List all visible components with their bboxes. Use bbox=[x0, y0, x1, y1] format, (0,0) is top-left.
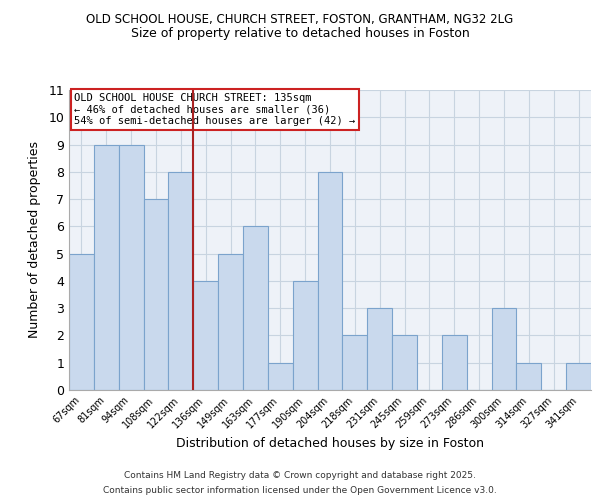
Bar bbox=[268, 362, 293, 390]
Bar bbox=[69, 254, 94, 390]
Bar bbox=[169, 172, 193, 390]
Text: Size of property relative to detached houses in Foston: Size of property relative to detached ho… bbox=[131, 28, 469, 40]
Text: Contains HM Land Registry data © Crown copyright and database right 2025.: Contains HM Land Registry data © Crown c… bbox=[124, 471, 476, 480]
X-axis label: Distribution of detached houses by size in Foston: Distribution of detached houses by size … bbox=[176, 436, 484, 450]
Text: Contains public sector information licensed under the Open Government Licence v3: Contains public sector information licen… bbox=[103, 486, 497, 495]
Bar bbox=[343, 336, 367, 390]
Text: OLD SCHOOL HOUSE, CHURCH STREET, FOSTON, GRANTHAM, NG32 2LG: OLD SCHOOL HOUSE, CHURCH STREET, FOSTON,… bbox=[86, 12, 514, 26]
Bar bbox=[243, 226, 268, 390]
Bar bbox=[392, 336, 417, 390]
Bar bbox=[491, 308, 517, 390]
Y-axis label: Number of detached properties: Number of detached properties bbox=[28, 142, 41, 338]
Text: OLD SCHOOL HOUSE CHURCH STREET: 135sqm
← 46% of detached houses are smaller (36): OLD SCHOOL HOUSE CHURCH STREET: 135sqm ←… bbox=[74, 93, 355, 126]
Bar bbox=[94, 144, 119, 390]
Bar bbox=[193, 281, 218, 390]
Bar bbox=[517, 362, 541, 390]
Bar bbox=[218, 254, 243, 390]
Bar bbox=[367, 308, 392, 390]
Bar bbox=[442, 336, 467, 390]
Bar bbox=[317, 172, 343, 390]
Bar bbox=[119, 144, 143, 390]
Bar bbox=[293, 281, 317, 390]
Bar bbox=[566, 362, 591, 390]
Bar bbox=[143, 199, 169, 390]
